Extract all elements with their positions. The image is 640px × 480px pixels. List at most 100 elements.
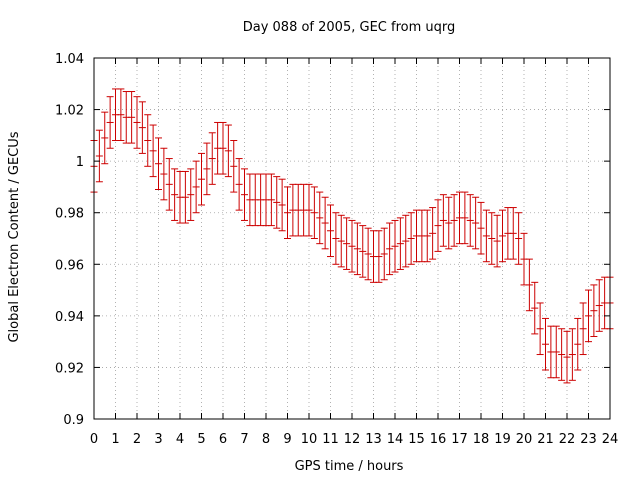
- error-bar-point: [568, 328, 576, 381]
- error-bar-point: [590, 284, 598, 337]
- x-tick-label: 10: [301, 432, 318, 447]
- x-tick-label: 20: [516, 432, 533, 447]
- y-tick-label: 1: [76, 155, 84, 170]
- error-bar-point: [117, 88, 125, 142]
- y-tick-label: 0.98: [55, 207, 84, 222]
- error-bar-point: [563, 330, 571, 384]
- error-bar-point: [224, 124, 232, 178]
- x-tick-label: 21: [537, 432, 554, 447]
- error-bar-point: [144, 114, 152, 167]
- x-tick-label: 16: [430, 432, 447, 447]
- error-bar-point: [267, 173, 275, 227]
- x-tick-label: 4: [176, 432, 184, 447]
- error-bar-point: [273, 176, 281, 229]
- error-bar-point: [482, 209, 490, 263]
- error-bar-point: [386, 222, 394, 276]
- error-bar-point: [138, 101, 146, 154]
- error-bar-point: [364, 227, 372, 281]
- x-tick-label: 8: [262, 432, 270, 447]
- error-bar-point: [542, 317, 549, 371]
- x-axis-label: GPS time / hours: [295, 459, 404, 474]
- error-bar-point: [106, 96, 114, 149]
- error-bar-point: [348, 219, 356, 273]
- y-tick-label: 0.9: [63, 413, 84, 428]
- y-axis-label: Global Electron Content / GECUs: [7, 131, 22, 342]
- error-bar-point: [284, 186, 291, 239]
- error-bar-point: [128, 91, 136, 144]
- error-bar-point: [160, 147, 168, 201]
- error-bar-point: [208, 132, 216, 185]
- error-bar-point: [434, 199, 442, 252]
- x-tick-label: 2: [133, 432, 141, 447]
- x-tick-label: 15: [408, 432, 425, 447]
- error-bar-point: [499, 209, 506, 263]
- error-bar-point: [407, 212, 415, 265]
- error-bar-point: [558, 328, 566, 381]
- x-tick-label: 1: [111, 432, 119, 447]
- error-bar-point: [423, 209, 431, 263]
- x-tick-label: 18: [473, 432, 490, 447]
- error-bar-point: [391, 219, 399, 273]
- error-bar-point: [171, 168, 179, 221]
- error-bar-point: [198, 152, 205, 206]
- error-bar-point: [472, 196, 480, 250]
- error-bar-point: [375, 230, 383, 283]
- x-tick-label: 12: [344, 432, 361, 447]
- x-axis: 0 1 2 3 4 5 6 7 8 9 10 11 12 13 14 15 16 17 18 19 20 21 22 23 24: [90, 58, 618, 447]
- error-bar-point: [579, 302, 587, 356]
- x-tick-label: 17: [451, 432, 468, 447]
- y-axis: 0.9 0.92 0.94 0.96 0.98 1 1.02 1.04: [55, 52, 610, 428]
- x-tick-label: 9: [283, 432, 291, 447]
- chart-title: Day 088 of 2005, GEC from uqrg: [243, 20, 456, 35]
- error-bar-point: [343, 217, 351, 270]
- error-bar-point: [359, 225, 367, 278]
- y-tick-label: 0.94: [55, 310, 84, 325]
- x-tick-label: 0: [90, 432, 98, 447]
- error-bar-point: [595, 279, 603, 332]
- error-bar-point: [332, 212, 340, 265]
- error-bar-point: [396, 217, 404, 270]
- error-bar-point: [149, 124, 157, 178]
- error-bar-point: [574, 317, 582, 371]
- error-bar-point: [536, 302, 544, 356]
- x-tick-label: 13: [365, 432, 382, 447]
- error-bar-point: [525, 258, 533, 312]
- error-bar-point: [181, 170, 189, 224]
- error-bar-point: [219, 121, 227, 175]
- error-bar-point: [380, 227, 388, 281]
- error-bar-point: [531, 281, 539, 335]
- error-bar-point: [327, 204, 334, 258]
- error-bar-point: [316, 191, 324, 245]
- error-bar-point: [552, 325, 560, 379]
- x-tick-label: 22: [559, 432, 576, 447]
- error-bar-point: [585, 289, 592, 343]
- x-tick-label: 24: [602, 432, 619, 447]
- x-tick-label: 23: [580, 432, 597, 447]
- error-bar-point: [439, 194, 447, 247]
- error-bar-point: [337, 214, 345, 268]
- error-bar-point: [155, 137, 162, 191]
- error-bar-point: [278, 178, 286, 232]
- x-tick-label: 11: [322, 432, 339, 447]
- error-bar-point: [509, 207, 517, 260]
- error-bar-point: [488, 212, 496, 265]
- error-bar-point: [429, 207, 437, 260]
- error-bar-point: [493, 214, 501, 268]
- error-bar-point: [450, 194, 458, 247]
- error-bar-point: [310, 186, 318, 239]
- error-bar-point: [402, 214, 410, 268]
- error-bar-point: [230, 140, 238, 193]
- x-tick-label: 19: [494, 432, 511, 447]
- x-tick-label: 6: [219, 432, 227, 447]
- error-bar-point: [461, 191, 469, 245]
- x-tick-label: 3: [154, 432, 162, 447]
- y-tick-label: 1.02: [55, 104, 84, 119]
- error-bar-point: [133, 96, 141, 149]
- error-bar-point: [203, 142, 211, 196]
- error-bar-point: [353, 222, 361, 276]
- error-bar-point: [477, 201, 485, 255]
- error-bar-point: [241, 168, 248, 221]
- error-bar-point: [101, 111, 109, 165]
- error-bar-point: [95, 129, 103, 183]
